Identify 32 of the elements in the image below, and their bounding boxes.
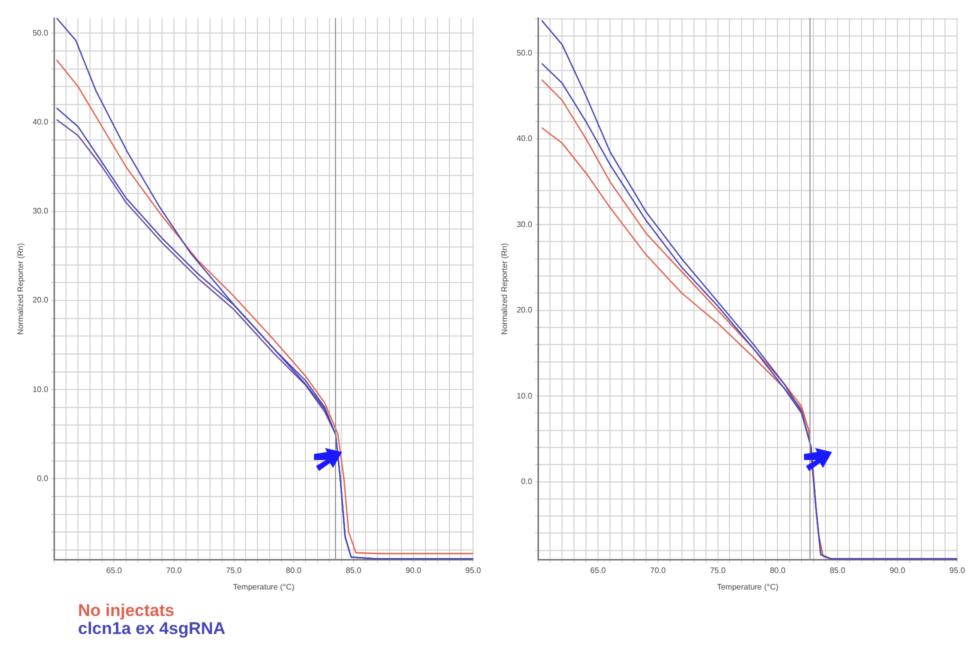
y-tick-label: 0.0 xyxy=(521,476,533,486)
x-tick-label: 75.0 xyxy=(226,566,242,575)
y-tick-label: 40.0 xyxy=(516,134,533,144)
x-tick-label: 95.0 xyxy=(949,566,966,575)
x-tick-label: 70.0 xyxy=(650,566,666,575)
y-tick-label: 10.0 xyxy=(32,384,49,394)
x-tick-label: 80.0 xyxy=(770,566,786,575)
x-axis-title: Temperature (°C) xyxy=(232,582,295,592)
y-tick-label: 50.0 xyxy=(32,28,49,38)
y-tick-label: 30.0 xyxy=(516,220,533,229)
y-tick-label: 20.0 xyxy=(516,306,533,315)
x-axis-title: Temperature (°C) xyxy=(716,582,779,592)
x-tick-label: 65.0 xyxy=(590,566,606,575)
x-tick-label: 90.0 xyxy=(890,566,906,575)
x-tick-label: 90.0 xyxy=(406,566,422,575)
x-tick-label: 70.0 xyxy=(166,566,182,575)
y-axis-title: Normalized Reporter (Rn) xyxy=(500,242,510,335)
x-tick-label: 80.0 xyxy=(286,566,302,575)
y-tick-label: 30.0 xyxy=(32,206,49,216)
y-tick-label: 10.0 xyxy=(516,391,533,400)
y-tick-label: 20.0 xyxy=(32,296,49,305)
text: clcn1a ex 4sgRNA xyxy=(78,619,226,638)
x-tick-label: 75.0 xyxy=(710,566,726,575)
y-tick-label: 0.0 xyxy=(37,474,49,483)
x-tick-label: 85.0 xyxy=(830,566,846,575)
y-tick-label: 40.0 xyxy=(32,117,49,126)
text: No injectats xyxy=(78,601,176,620)
y-axis-title: Normalized Reporter (Rn) xyxy=(16,242,26,335)
y-tick-label: 50.0 xyxy=(516,48,533,58)
x-tick-label: 95.0 xyxy=(465,566,482,575)
x-tick-label: 65.0 xyxy=(106,566,122,575)
x-tick-label: 85.0 xyxy=(346,566,362,575)
